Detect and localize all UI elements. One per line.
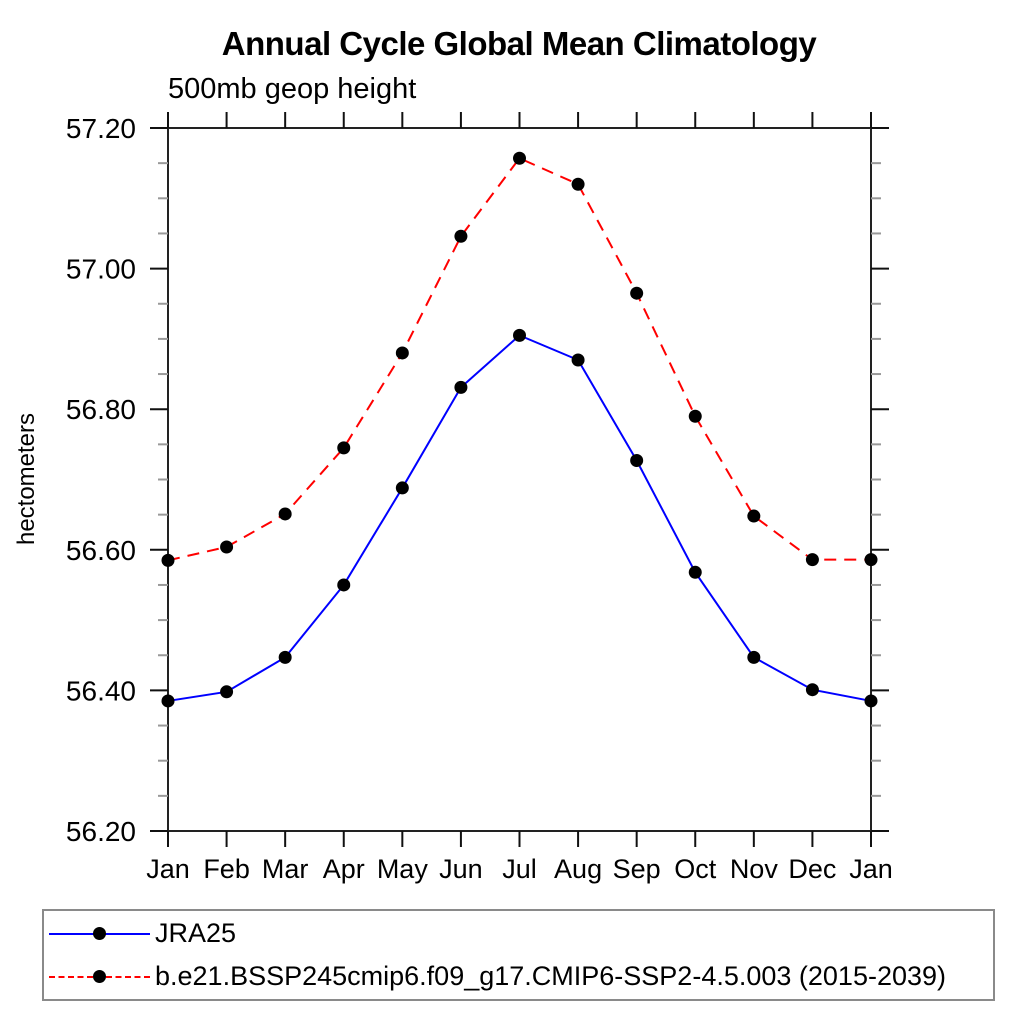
data-point-marker <box>395 346 409 360</box>
data-point-marker <box>688 565 702 579</box>
data-point-marker <box>220 685 234 699</box>
plot-frame <box>167 127 872 832</box>
data-point-marker <box>630 286 644 300</box>
data-point-marker <box>864 553 878 567</box>
legend-line-sample-solid <box>49 926 150 941</box>
x-tick-label: Apr <box>323 854 365 884</box>
x-tick-label: Dec <box>788 854 836 884</box>
x-tick-label: Nov <box>730 854 779 884</box>
legend-box: JRA25 b.e21.BSSP245cmip6.f09_g17.CMIP6-S… <box>42 909 995 1001</box>
data-point-marker <box>278 650 292 664</box>
data-point-marker <box>454 380 468 394</box>
legend-dot-marker-icon <box>93 969 106 983</box>
x-tick-label: Aug <box>554 854 602 884</box>
data-point-marker <box>395 481 409 495</box>
legend-label-jra25: JRA25 <box>155 918 237 948</box>
data-point-marker <box>630 454 644 468</box>
data-point-marker <box>805 553 819 567</box>
series-line-jra25 <box>167 334 872 702</box>
y-axis-label: hectometers <box>13 413 40 545</box>
legend-label-model: b.e21.BSSP245cmip6.f09_g17.CMIP6-SSP2-4.… <box>155 961 947 991</box>
x-tick-label: Mar <box>262 854 309 884</box>
data-point-marker <box>747 509 761 523</box>
axes-layer: Jan Feb Mar Apr May Jun Jul Aug Sep Oct Nov Dec Jan 5… <box>66 112 893 884</box>
data-point-marker <box>278 507 292 521</box>
series-layer <box>161 151 878 708</box>
y-tick-label: 56.60 <box>66 535 136 566</box>
legend-dot-marker-icon <box>93 926 106 940</box>
x-tick-label: Jun <box>439 854 483 884</box>
x-tick-label: Feb <box>203 854 250 884</box>
x-tick-label: Sep <box>613 854 661 884</box>
chart-title: Annual Cycle Global Mean Climatology <box>222 25 818 62</box>
x-tick-label: Jan <box>146 854 190 884</box>
chart-subtitle: 500mb geop height <box>168 73 416 105</box>
data-point-marker <box>161 553 175 567</box>
data-point-marker <box>864 694 878 708</box>
data-point-marker <box>571 353 585 367</box>
y-tick-label: 56.20 <box>66 816 136 847</box>
x-tick-label: Oct <box>674 854 717 884</box>
data-point-marker <box>513 328 526 342</box>
data-point-marker <box>805 683 819 697</box>
y-tick-label: 56.40 <box>66 675 136 706</box>
y-tick-label: 57.20 <box>66 113 136 144</box>
data-point-marker <box>513 151 526 165</box>
series-line-model <box>167 156 871 562</box>
data-point-marker <box>571 177 585 191</box>
data-point-marker <box>747 650 761 664</box>
legend-line-sample-dashed <box>49 969 150 984</box>
data-point-marker <box>337 441 351 455</box>
x-tick-label: Jan <box>849 854 893 884</box>
legend-item-jra25: JRA25 <box>44 913 993 954</box>
y-tick-label: 57.00 <box>66 254 136 285</box>
x-tick-label: Jul <box>502 854 537 884</box>
data-point-marker <box>688 409 702 423</box>
data-point-marker <box>337 578 351 592</box>
x-tick-label: May <box>377 854 429 884</box>
y-tick-label: 56.80 <box>66 394 136 425</box>
data-point-marker <box>161 694 175 708</box>
legend-item-model: b.e21.BSSP245cmip6.f09_g17.CMIP6-SSP2-4.… <box>44 956 993 997</box>
data-point-marker <box>220 540 234 554</box>
data-point-marker <box>454 229 468 243</box>
